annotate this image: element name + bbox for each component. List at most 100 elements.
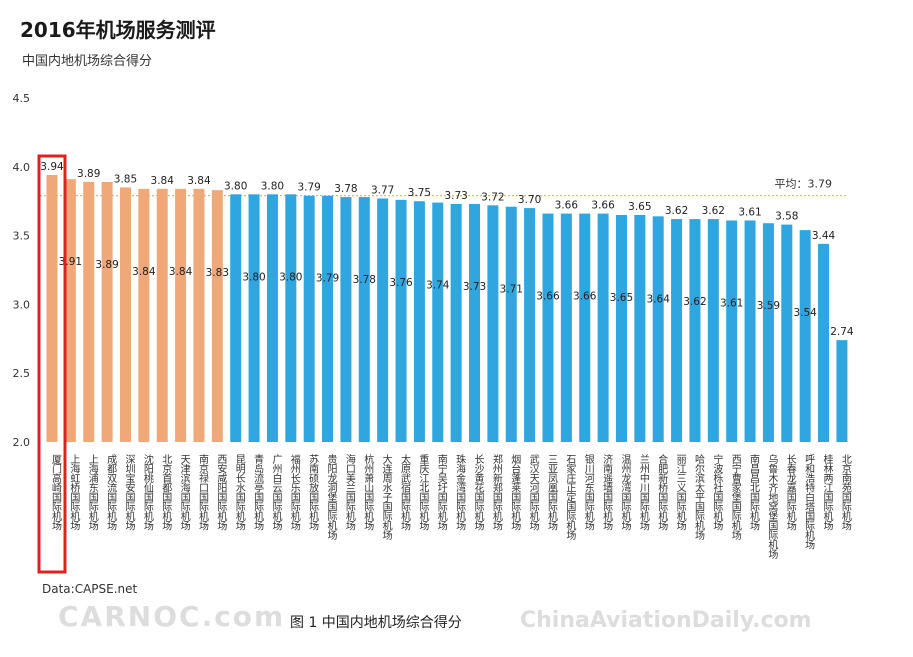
bar: [836, 340, 848, 442]
category-label: 太原武宿国际机场: [399, 453, 411, 532]
value-label: 3.70: [518, 194, 541, 206]
value-label: 3.59: [757, 300, 780, 312]
category-label: 苏南硕放国际机场: [307, 453, 319, 532]
value-label: 3.78: [353, 274, 376, 286]
bar: [560, 213, 572, 442]
bar: [469, 203, 481, 442]
bar: [413, 201, 425, 442]
value-label: 3.73: [444, 190, 467, 202]
watermark-chinaaviationdaily: ChinaAviationDaily.com: [520, 608, 812, 633]
bar: [634, 214, 646, 442]
y-tick-label: 2.0: [13, 436, 31, 449]
bar: [230, 194, 242, 442]
category-label: 长沙黄花国际机场: [472, 454, 484, 532]
bar: [432, 202, 444, 442]
category-label: 南昌昌北国际机场: [748, 453, 760, 532]
value-label: 3.72: [481, 191, 504, 203]
bar: [762, 223, 774, 442]
value-label: 3.80: [224, 180, 247, 192]
category-label: 呼和浩特白塔国际机场: [803, 454, 815, 551]
category-label: 重庆江北国际机场: [417, 453, 429, 532]
value-label: 3.66: [573, 291, 597, 303]
value-label: 3.84: [169, 266, 193, 278]
category-label: 沈阳桃仙国际机场: [141, 453, 153, 532]
value-label: 2.74: [830, 326, 854, 338]
y-tick-label: 3.0: [13, 298, 31, 311]
value-label: 3.84: [187, 175, 211, 187]
y-tick-label: 4.0: [13, 161, 31, 174]
bar: [744, 220, 756, 442]
bar: [303, 195, 315, 442]
value-label: 3.65: [628, 201, 651, 213]
category-label: 南宁吴圩国际机场: [435, 453, 447, 532]
bar: [322, 195, 334, 442]
value-label: 3.77: [371, 184, 394, 196]
value-label: 3.76: [389, 277, 413, 289]
value-label: 3.64: [647, 293, 671, 305]
category-label: 西安咸阳国际机场: [215, 454, 227, 531]
value-label: 3.84: [151, 175, 175, 187]
bar: [395, 199, 407, 442]
category-label: 乌鲁木齐地窝堡国际机场: [766, 453, 778, 560]
value-label: 3.61: [738, 206, 761, 218]
category-label: 珠海金湾国际机场: [454, 453, 466, 532]
bar: [119, 187, 131, 442]
value-label: 3.74: [426, 280, 450, 292]
bar: [211, 190, 223, 442]
bar: [156, 188, 168, 442]
value-label: 3.62: [665, 205, 688, 217]
bar: [64, 179, 76, 442]
category-label: 广州白云国际机场: [270, 454, 282, 532]
bar: [689, 219, 701, 442]
category-label: 南京禄口国际机场: [196, 453, 208, 532]
bar: [377, 198, 389, 442]
category-label: 三亚凤凰国际机场: [545, 454, 557, 531]
value-label: 3.89: [95, 259, 118, 271]
value-label: 3.84: [132, 266, 156, 278]
highlight-box: [37, 154, 67, 574]
value-label: 3.66: [591, 200, 615, 212]
value-label: 3.61: [720, 297, 743, 309]
bar: [652, 216, 664, 442]
value-label: 3.73: [463, 281, 486, 293]
value-label: 3.65: [610, 292, 633, 304]
bar: [266, 194, 278, 442]
category-label: 青岛流亭国际机场: [252, 453, 264, 532]
bar: [542, 213, 554, 442]
bar: [597, 213, 609, 442]
y-tick-label: 4.5: [13, 92, 31, 105]
category-label: 银川河东国际机场: [582, 453, 594, 532]
category-label: 郑州新郑国际机场: [490, 453, 502, 532]
value-label: 3.91: [59, 256, 82, 268]
bar: [781, 224, 793, 442]
category-label: 大连周水子国际机场: [380, 453, 392, 541]
bar: [524, 208, 536, 442]
chart-title: 2016年机场服务测评: [20, 18, 216, 42]
bar: [358, 197, 370, 442]
bar: [671, 219, 683, 442]
value-label: 3.54: [793, 307, 817, 319]
category-label: 上海虹桥国际机场: [68, 454, 80, 532]
category-label: 成都双流国际机场: [105, 454, 117, 532]
category-label: 北京首都国际机场: [160, 454, 172, 532]
value-label: 3.83: [206, 267, 229, 279]
bar: [707, 219, 719, 442]
value-label: 3.78: [334, 183, 357, 195]
bar: [340, 197, 352, 442]
bar: [818, 243, 830, 442]
value-label: 3.75: [408, 187, 431, 199]
category-label: 上海浦东国际机场: [86, 454, 98, 532]
category-label: 烟台蓬莱国际机场: [509, 453, 521, 532]
category-label: 丽江三义国际机场: [674, 454, 686, 531]
bar: [726, 220, 738, 442]
category-label: 哈尔滨太平国际机场: [692, 453, 704, 541]
category-label: 宁波栎社国际机场: [711, 453, 723, 532]
bar: [46, 175, 58, 442]
value-label: 3.71: [500, 284, 523, 296]
category-label: 温州龙湾国际机场: [619, 454, 631, 532]
category-label: 深圳宝安国际机场: [123, 454, 135, 532]
value-label: 3.58: [775, 211, 798, 223]
category-label: 长春龙嘉国际机场: [784, 454, 796, 532]
bar: [579, 213, 591, 442]
